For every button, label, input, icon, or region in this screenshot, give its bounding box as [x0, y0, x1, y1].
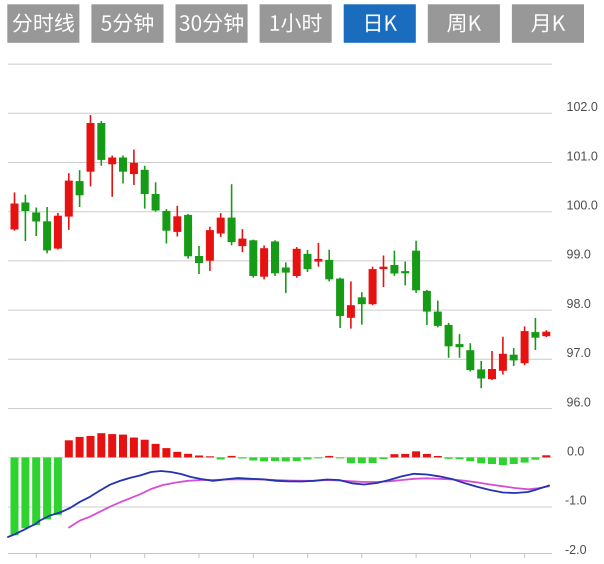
svg-text:-2.0: -2.0 — [565, 543, 587, 557]
svg-text:96.0: 96.0 — [567, 395, 591, 409]
svg-text:102.0: 102.0 — [567, 100, 598, 114]
svg-text:97.0: 97.0 — [567, 346, 591, 360]
svg-text:0.0: 0.0 — [567, 444, 584, 458]
svg-text:101.0: 101.0 — [567, 149, 598, 163]
svg-text:-1.0: -1.0 — [565, 494, 587, 508]
svg-text:98.0: 98.0 — [567, 297, 591, 311]
svg-text:99.0: 99.0 — [567, 248, 591, 262]
svg-text:100.0: 100.0 — [567, 199, 598, 213]
